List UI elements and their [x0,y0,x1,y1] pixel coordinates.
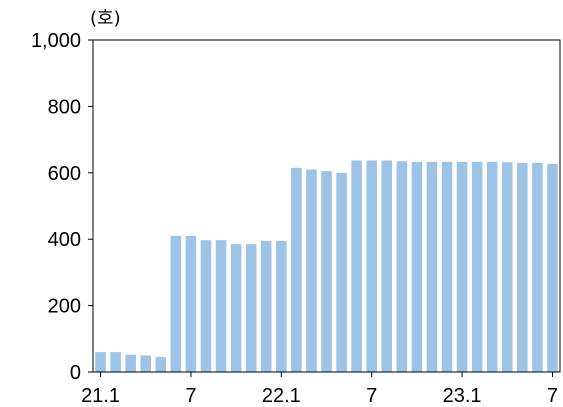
x-tick-label: 22.1 [262,385,301,407]
bar-22.6 [351,160,362,372]
bar-22.3 [306,169,317,372]
bar-21.5 [155,357,167,372]
bar-22.11 [426,161,438,372]
bar-21.10 [230,244,242,372]
x-axis-ticks: 21.1 7 22.1 7 23.1 7 [81,372,558,407]
bar-22.5 [336,172,347,372]
y-tick-label: 400 [48,229,81,251]
bar-21.4 [140,355,151,372]
bar-22.7 [366,160,377,372]
y-tick-label: 200 [48,296,81,318]
x-tick-label: 7 [366,385,377,407]
bar-22.9 [396,161,408,372]
bar-21.9 [215,240,227,372]
y-unit-label: (호) [90,8,121,29]
bar-21.7 [185,235,197,372]
bar-23.4 [502,162,513,372]
bar-22.4 [321,171,332,372]
bar-23.3 [486,161,498,372]
x-tick-label: 7 [185,385,196,407]
bar-21.12 [260,240,272,372]
bar-21.6 [170,235,182,372]
plot-frame [92,39,561,373]
y-tick-label: 1,000 [31,30,81,52]
bar-22.1 [276,240,287,372]
bar-23.7 [547,163,558,372]
bar-22.12 [441,161,453,372]
y-tick-label: 0 [70,362,81,384]
bar-21.2 [110,352,121,372]
bar-22.10 [411,161,423,372]
bar-21.8 [200,240,212,372]
bar-22.8 [381,160,393,372]
y-tick-label: 600 [48,163,81,185]
x-tick-label: 21.1 [81,385,120,407]
y-tick-label: 800 [48,96,81,118]
bar-23.2 [471,161,483,372]
x-tick-label: 23.1 [443,385,482,407]
bar-21.3 [125,354,136,372]
bar-22.2 [291,167,302,372]
bar-23.1 [456,161,468,372]
y-axis-ticks: 0 200 400 600 800 1,000 [31,30,93,384]
bar-21.1 [95,352,106,372]
bar-21.11 [245,244,257,372]
x-tick-label: 7 [547,385,558,407]
bar-23.6 [532,162,543,372]
bars-group [95,160,558,372]
bar-23.5 [517,162,528,372]
